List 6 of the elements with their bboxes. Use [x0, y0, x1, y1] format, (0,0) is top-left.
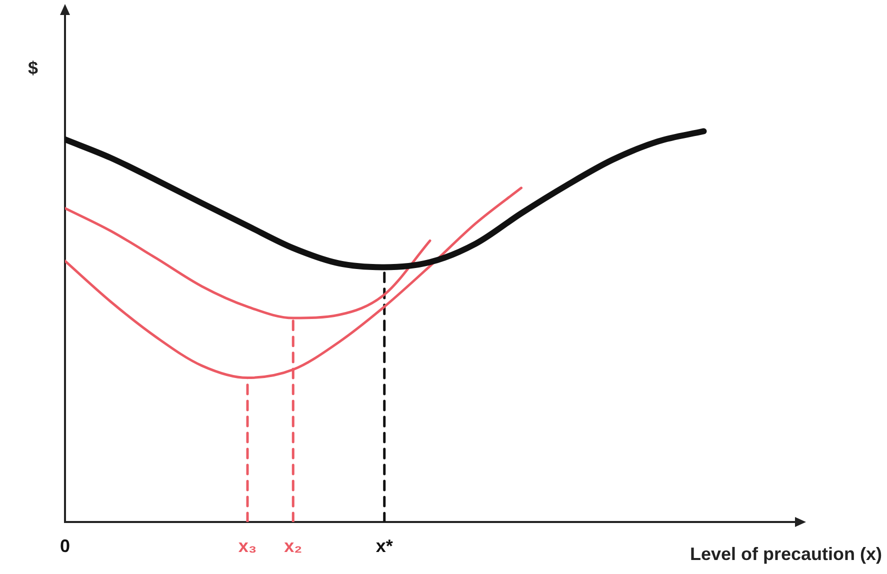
x-tick-label: 0 [60, 536, 70, 556]
x-tick-label: x₂ [284, 536, 302, 556]
y-axis-title: $ [28, 58, 38, 78]
x-axis-title: Level of precaution (x) [690, 544, 882, 564]
x-tick-label: x₃ [238, 536, 257, 556]
x-tick-label: x* [376, 536, 393, 556]
